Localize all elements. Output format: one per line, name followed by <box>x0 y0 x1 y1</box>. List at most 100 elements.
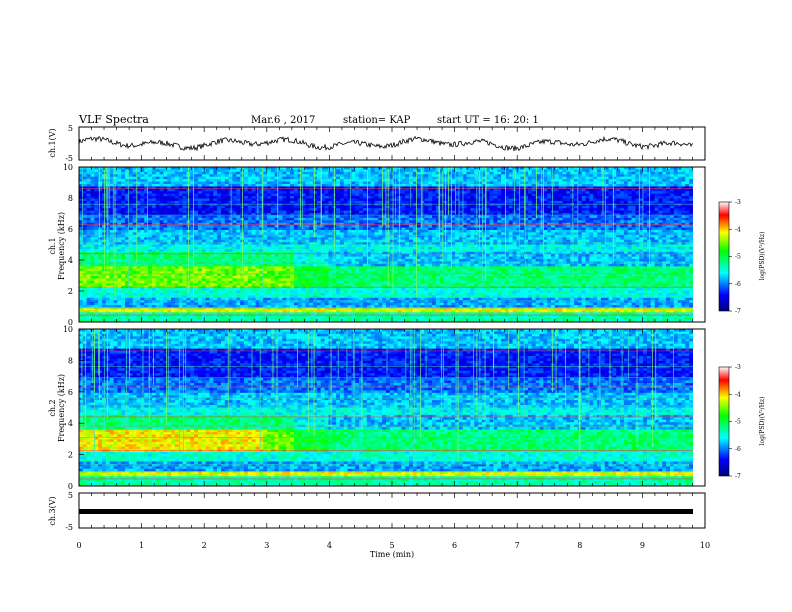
spectrogram-cell <box>309 302 314 306</box>
spectrogram-cell <box>148 309 153 313</box>
spectrogram-cell <box>159 244 164 248</box>
spectrogram-cell <box>316 183 322 187</box>
spectrogram-cell <box>247 169 253 173</box>
spectrogram-cell <box>201 288 207 291</box>
spectrogram-cell <box>259 169 264 173</box>
spectrogram-cell <box>274 307 279 311</box>
spectrogram-cell <box>148 176 153 180</box>
spectrogram-cell <box>86 275 91 279</box>
spectrogram-cell <box>270 208 276 211</box>
spectrogram-cell <box>270 196 276 199</box>
spectrogram-cell <box>244 283 249 287</box>
spectrogram-cell <box>236 268 241 272</box>
spectrogram-cell <box>228 271 233 274</box>
spectrogram-cell <box>267 249 272 253</box>
spectrogram-cell <box>125 171 130 175</box>
spectrogram-cell <box>236 254 241 258</box>
spectrogram-cell <box>140 220 145 224</box>
spectrogram-cell <box>205 275 210 279</box>
spectrogram-cell <box>343 220 349 224</box>
spectrogram-cell <box>182 237 187 241</box>
spectrogram-cell <box>263 268 268 272</box>
spectrogram-cell <box>209 210 214 214</box>
spectrogram-cell <box>351 215 356 219</box>
spectrogram-cell <box>347 208 352 211</box>
spectrogram-cell <box>167 174 172 178</box>
spectrogram-cell <box>98 232 103 236</box>
spectrogram-cell <box>90 220 95 224</box>
spectrogram-cell <box>247 317 253 320</box>
spectrogram-cell <box>136 196 141 199</box>
spectrogram-cell <box>305 242 310 245</box>
spectrogram-cell <box>324 275 329 279</box>
spectrogram-cell <box>109 213 114 216</box>
spectrogram-cell <box>194 227 199 231</box>
spectrogram-cell <box>274 176 279 180</box>
spectrogram-cell <box>247 205 253 209</box>
spectrogram-cell <box>140 198 145 202</box>
spectrogram-cell <box>336 196 341 199</box>
spectrogram-cell <box>286 210 291 214</box>
spectrogram-cell <box>282 205 287 209</box>
spectrogram-cell <box>313 217 318 221</box>
spectrogram-cell <box>293 234 299 238</box>
spectrogram-cell <box>297 288 302 291</box>
spectrogram-cell <box>201 263 207 267</box>
spectrogram-cell <box>171 309 176 313</box>
spectrogram-cell <box>194 283 199 287</box>
spectrogram-cell <box>155 181 160 185</box>
spectrogram-cell <box>209 232 214 236</box>
spectrogram-cell <box>259 309 264 313</box>
spectrogram-cell <box>217 183 222 187</box>
ch1-ylabel: ch.1(V) <box>48 128 57 157</box>
spectrogram-cell <box>117 309 122 313</box>
spectrogram-cell <box>98 246 103 250</box>
spectrogram-cell <box>320 215 325 219</box>
spectrogram-cell <box>297 234 302 238</box>
spectrogram-cell <box>224 275 230 279</box>
spectrogram-cell <box>247 237 253 241</box>
spectrogram-cell <box>94 174 99 178</box>
spectrogram-cell <box>140 295 145 299</box>
spectrogram-cell <box>362 254 368 258</box>
spectrogram-cell <box>355 167 360 170</box>
spectrogram-cell <box>339 169 345 173</box>
spectrogram-cell <box>224 237 230 241</box>
spectrogram-cell <box>113 319 118 323</box>
spectrogram-cell <box>217 179 222 182</box>
spectrogram-cell <box>351 227 356 231</box>
spectrogram-cell <box>224 186 230 190</box>
spectrogram-cell <box>132 251 137 255</box>
spectrogram-cell <box>140 244 145 248</box>
spectrogram-cell <box>82 183 88 187</box>
spectrogram-cell <box>320 307 325 311</box>
spectrogram-cell <box>274 266 279 270</box>
spectrogram-cell <box>259 295 264 299</box>
spectrogram-cell <box>228 305 233 308</box>
spectrogram-cell <box>190 246 195 250</box>
spectrogram-cell <box>324 181 329 185</box>
spectrogram-cell <box>213 183 218 187</box>
spectrogram-cell <box>121 215 126 219</box>
spectrogram-cell <box>197 317 203 320</box>
spectrogram-cell <box>332 312 337 316</box>
spectrogram-cell <box>167 317 172 320</box>
spectrogram-cell <box>94 203 99 207</box>
spectrogram-cell <box>282 246 287 250</box>
spectrogram-cell <box>259 283 264 287</box>
spectrogram-cell <box>236 300 241 304</box>
spectrogram-cell <box>355 215 360 219</box>
spectrogram-cell <box>148 213 153 216</box>
spectrogram-cell <box>79 249 84 253</box>
spectrogram-cell <box>362 283 368 287</box>
spectrogram-cell <box>213 171 218 175</box>
spectrogram-cell <box>359 213 364 216</box>
spectrogram-cell <box>255 300 260 304</box>
spectrogram-cell <box>286 278 291 282</box>
spectrogram-cell <box>94 278 99 282</box>
spectrogram-cell <box>247 300 253 304</box>
spectrogram-cell <box>267 256 272 260</box>
spectrogram-cell <box>167 191 172 195</box>
spectrogram-cell <box>182 239 187 243</box>
